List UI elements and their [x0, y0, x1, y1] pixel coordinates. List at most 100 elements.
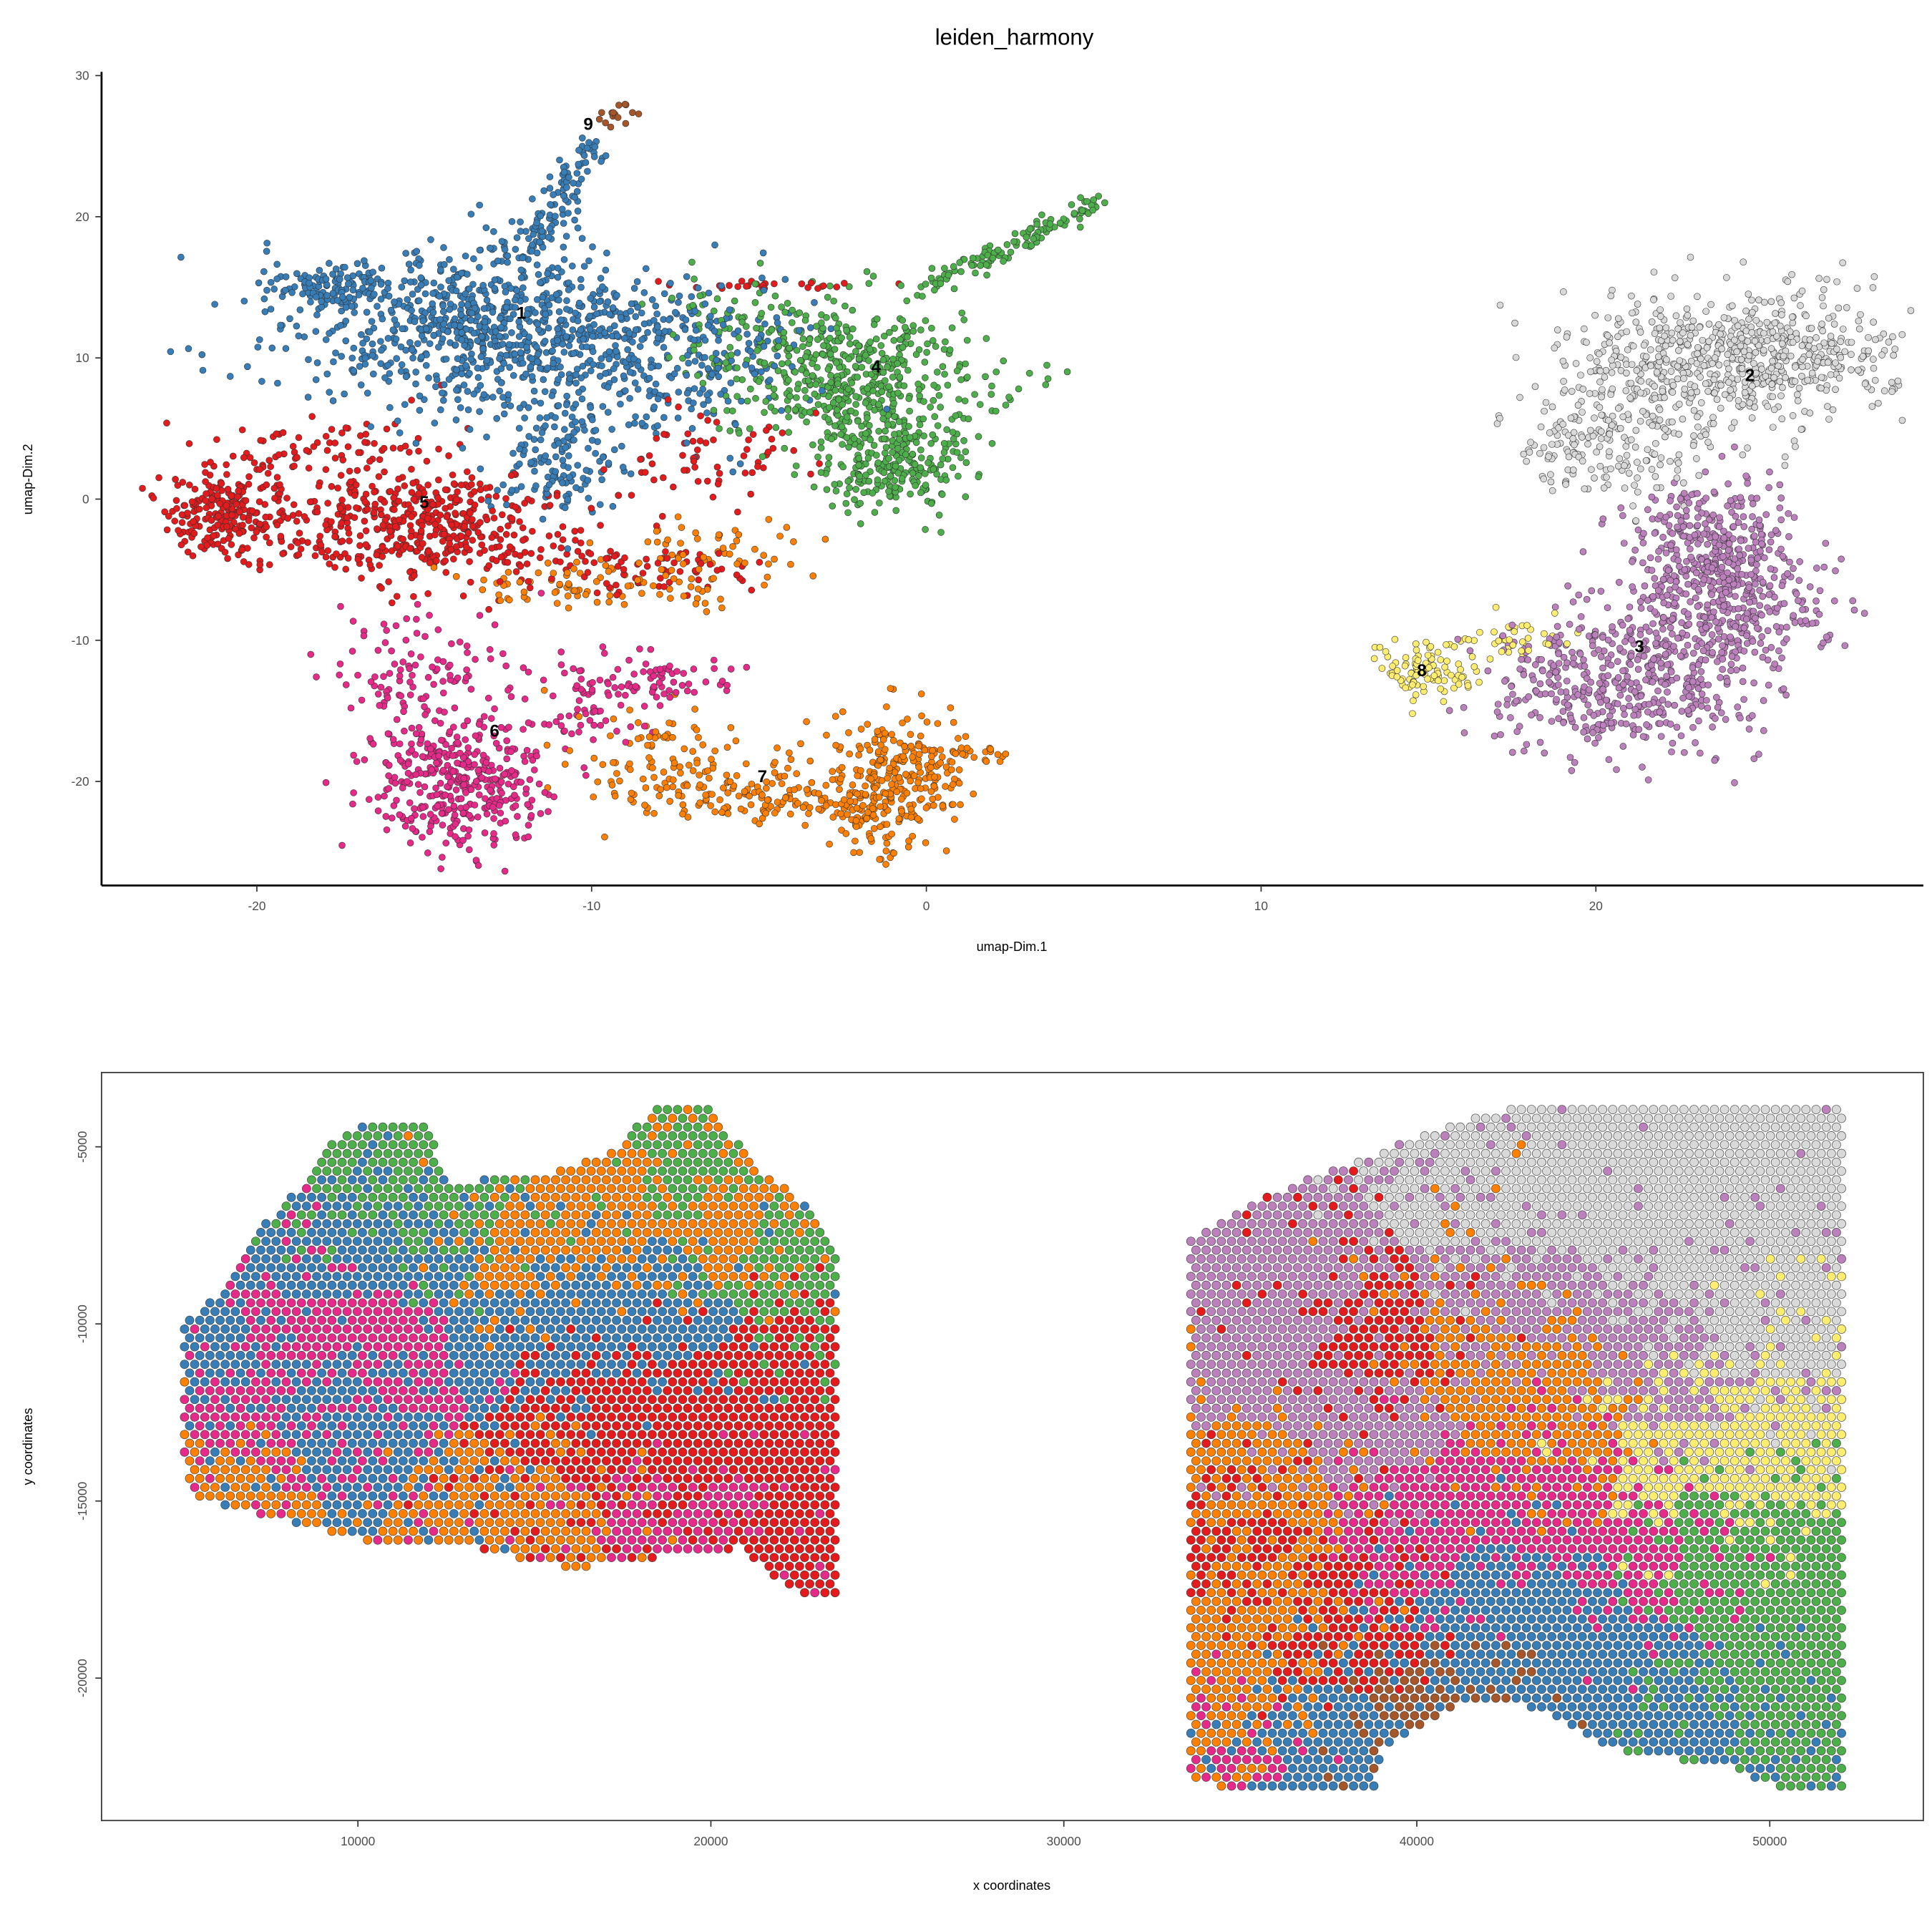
umap-point-cluster-5: [545, 532, 553, 540]
umap-point-cluster-4: [694, 371, 701, 379]
umap-point-cluster-3: [1786, 558, 1793, 566]
umap-point-cluster-8: [1378, 665, 1386, 672]
umap-point-cluster-4: [922, 280, 930, 288]
umap-point-cluster-1: [537, 399, 545, 407]
umap-point-cluster-6: [685, 680, 693, 688]
umap-point-cluster-3: [1635, 726, 1643, 733]
umap-point-cluster-6: [680, 670, 688, 677]
umap-point-cluster-5: [273, 430, 280, 438]
umap-point-cluster-8: [1440, 698, 1448, 706]
umap-point-cluster-7: [962, 733, 970, 741]
umap-point-cluster-4: [968, 262, 976, 269]
umap-point-cluster-5: [172, 497, 180, 504]
umap-point-cluster-1: [412, 380, 419, 388]
umap-point-cluster-4: [784, 300, 791, 307]
umap-point-cluster-6: [519, 664, 527, 672]
umap-point-cluster-4: [930, 381, 937, 389]
umap-point-cluster-7: [970, 790, 977, 798]
umap-point-cluster-1: [683, 371, 691, 379]
umap-point-cluster-3: [1778, 582, 1786, 590]
umap-point-cluster-1: [336, 275, 343, 283]
umap-point-cluster-3: [1686, 522, 1694, 530]
umap-point-cluster-7: [904, 843, 912, 851]
umap-point-cluster-4: [820, 342, 827, 349]
umap-point-cluster-3: [1548, 718, 1556, 725]
umap-point-cluster-2: [1648, 466, 1656, 473]
umap-point-cluster-1: [392, 335, 400, 343]
umap-point-cluster-5: [351, 492, 358, 499]
umap-point-cluster-6: [448, 744, 455, 752]
umap-point-cluster-2: [1684, 311, 1692, 319]
umap-point-cluster-2: [1632, 426, 1640, 434]
umap-point-cluster-7: [761, 581, 768, 589]
umap-point-cluster-6: [374, 647, 382, 654]
umap-point-cluster-2: [1907, 307, 1915, 314]
umap-point-cluster-3: [1739, 664, 1747, 672]
umap-point-cluster-1: [507, 285, 514, 292]
umap-point-cluster-6: [531, 766, 538, 774]
umap-point-cluster-7: [904, 716, 911, 723]
umap-point-cluster-1: [583, 343, 590, 351]
umap-point-cluster-1: [377, 280, 385, 288]
umap-point-cluster-4: [862, 472, 869, 479]
umap-point-cluster-7: [917, 785, 924, 792]
umap-point-cluster-5: [637, 456, 644, 463]
umap-point-cluster-4: [976, 401, 984, 409]
umap-point-cluster-3: [1713, 693, 1720, 701]
umap-point-cluster-1: [389, 326, 397, 333]
umap-point-cluster-6: [499, 650, 507, 658]
umap-point-cluster-4: [770, 392, 778, 399]
umap-point-cluster-7: [724, 789, 731, 796]
umap-point-cluster-3: [1700, 576, 1707, 583]
umap-point-cluster-5: [469, 522, 477, 530]
umap-point-cluster-4: [726, 427, 734, 434]
umap-point-cluster-6: [404, 769, 412, 777]
umap-point-cluster-5: [527, 550, 535, 557]
umap-point-cluster-1: [198, 351, 206, 358]
umap-point-cluster-5: [301, 513, 308, 520]
umap-point-cluster-7: [564, 569, 571, 577]
umap-point-cluster-4: [988, 382, 995, 390]
umap-point-cluster-1: [258, 378, 265, 385]
umap-point-cluster-2: [1547, 478, 1555, 486]
umap-point-cluster-4: [865, 477, 873, 485]
umap-point-cluster-4: [752, 394, 759, 402]
umap-point-cluster-1: [427, 236, 434, 243]
umap-point-cluster-3: [1590, 712, 1598, 719]
umap-point-cluster-6: [396, 811, 404, 819]
umap-point-cluster-1: [724, 397, 732, 405]
umap-point-cluster-5: [710, 436, 717, 444]
umap-point-cluster-4: [809, 441, 816, 449]
umap-point-cluster-5: [641, 469, 649, 476]
umap-point-cluster-2: [1705, 338, 1712, 345]
umap-point-cluster-1: [260, 295, 268, 303]
umap-point-cluster-6: [429, 663, 436, 670]
umap-point-cluster-1: [522, 370, 530, 378]
umap-point-cluster-2: [1586, 354, 1594, 361]
umap-point-cluster-3: [1553, 623, 1561, 630]
umap-point-cluster-1: [313, 311, 321, 318]
umap-point-cluster-1: [519, 359, 527, 367]
umap-point-cluster-4: [923, 348, 930, 356]
umap-point-cluster-6: [411, 661, 419, 669]
umap-point-cluster-1: [497, 315, 504, 322]
umap-point-cluster-8: [1434, 648, 1442, 656]
umap-point-cluster-6: [360, 632, 368, 640]
umap-point-cluster-1: [603, 249, 610, 257]
umap-point-cluster-6: [640, 703, 648, 710]
umap-point-cluster-7: [504, 568, 512, 576]
umap-point-cluster-5: [702, 439, 710, 447]
umap-point-cluster-8: [1443, 658, 1450, 665]
umap-point-cluster-4: [771, 292, 779, 300]
umap-point-cluster-3: [1674, 635, 1682, 642]
umap-point-cluster-5: [703, 477, 711, 485]
umap-point-cluster-1: [516, 460, 523, 468]
umap-point-cluster-2: [1868, 403, 1876, 410]
umap-point-cluster-1: [436, 293, 444, 300]
umap-point-cluster-5: [613, 581, 620, 589]
umap-point-cluster-2: [1579, 386, 1587, 393]
umap-point-cluster-7: [608, 781, 616, 789]
umap-point-cluster-3: [1809, 620, 1816, 627]
umap-point-cluster-5: [262, 513, 270, 521]
umap-point-cluster-2: [1711, 389, 1718, 396]
